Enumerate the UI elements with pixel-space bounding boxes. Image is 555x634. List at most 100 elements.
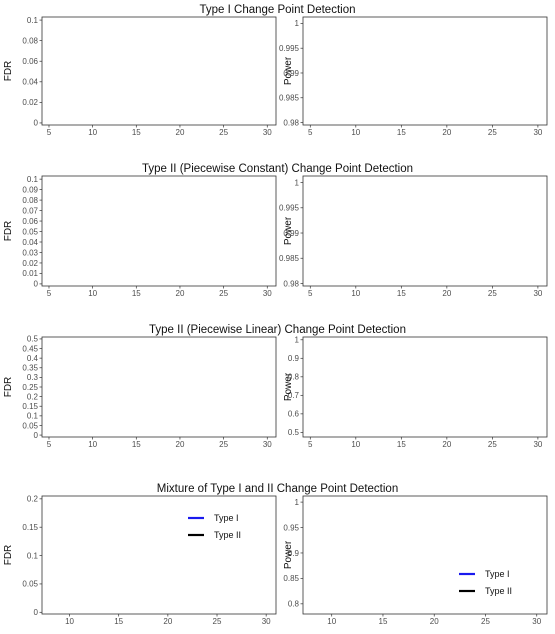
legend-label: Type II	[485, 586, 512, 596]
y-tick-label: 0.8	[288, 600, 300, 609]
panel-power: 5 10 15 20 25 30 0.98 0.985 0.99 0.995 1 Power	[279, 16, 548, 137]
y-axis-title: FDR	[3, 545, 14, 566]
y-tick-label: 0.85	[283, 574, 299, 583]
x-tick-label: 10	[351, 289, 360, 298]
y-axis-title: FDR	[3, 61, 14, 82]
panel-fdr: 5 10 15 20 25 30 0 0.010.02 0.030.04 0.050.06 0.07…	[3, 175, 277, 298]
x-tick-label: 15	[114, 617, 123, 626]
x-tick-label: 30	[263, 440, 272, 449]
x-tick-label: 15	[397, 289, 406, 298]
y-tick-label: 0.9	[288, 354, 300, 363]
x-tick-label: 30	[533, 440, 542, 449]
legend-label: Type I	[214, 513, 239, 523]
y-axis-title: FDR	[3, 221, 14, 242]
y-tick-label: 0.07	[22, 206, 38, 215]
panel-border	[302, 16, 548, 126]
y-tick-label: 0.25	[22, 383, 38, 392]
panel-power: 5 10 15 20 25 30 0.5 0.6 0.7 0.8 0.9 1 Power	[283, 336, 548, 449]
x-tick-label: 30	[533, 289, 542, 298]
row-title: Type II (Piecewise Constant) Change Poin…	[142, 163, 413, 175]
y-tick-label: 0.04	[22, 238, 38, 247]
y-tick-label: 0.06	[22, 57, 38, 66]
y-tick-label: 0.5	[288, 428, 300, 437]
y-tick-label: 0.995	[279, 204, 300, 213]
x-tick-label: 15	[132, 440, 141, 449]
row-title: Mixture of Type I and II Change Point De…	[157, 483, 398, 495]
x-tick-label: 10	[351, 128, 360, 137]
x-tick-label: 5	[47, 440, 52, 449]
y-tick-label: 1	[295, 178, 300, 187]
y-axis-title: Power	[283, 56, 294, 85]
y-axis-title: Power	[283, 372, 294, 401]
x-tick-label: 20	[442, 128, 451, 137]
y-tick-label: 0.08	[22, 36, 38, 45]
y-tick-label: 0.15	[22, 402, 38, 411]
y-tick-label: 0.2	[27, 392, 39, 401]
x-tick-label: 10	[327, 617, 336, 626]
panel-power: 5 10 15 20 25 30 0.98 0.985 0.99 0.995 1 Power	[279, 175, 548, 298]
x-tick-label: 15	[397, 440, 406, 449]
panel-border	[41, 495, 277, 615]
x-tick-label: 30	[263, 289, 272, 298]
panel-fdr: 5 10 15 20 25 30 0 0.02 0.04 0.06 0.08 0.1 FDR	[3, 16, 277, 137]
y-tick-label: 0.995	[279, 44, 300, 53]
x-tick-label: 20	[430, 617, 439, 626]
y-tick-label: 0	[34, 280, 39, 289]
x-tick-label: 25	[219, 440, 228, 449]
legend-label: Type I	[485, 569, 510, 579]
x-tick-label: 25	[488, 128, 497, 137]
y-tick-label: 0.985	[279, 254, 300, 263]
x-tick-label: 25	[219, 128, 228, 137]
y-tick-label: 0.7	[288, 391, 300, 400]
x-tick-label: 20	[176, 128, 185, 137]
y-tick-label: 0.99	[283, 69, 299, 78]
y-tick-label: 0	[34, 431, 39, 440]
y-tick-label: 0.98	[283, 118, 299, 127]
y-axis-title: FDR	[3, 377, 14, 398]
y-tick-label: 1	[295, 336, 300, 345]
x-tick-label: 5	[308, 289, 313, 298]
y-tick-label: 0.98	[283, 279, 299, 288]
y-tick-label: 0.35	[22, 364, 38, 373]
y-tick-label: 0.1	[27, 16, 39, 25]
x-tick-label: 25	[219, 289, 228, 298]
x-tick-label: 25	[488, 440, 497, 449]
x-tick-label: 10	[351, 440, 360, 449]
legend-label: Type II	[214, 530, 241, 540]
y-tick-label: 0.08	[22, 196, 38, 205]
panel-border	[41, 175, 277, 287]
x-tick-label: 20	[176, 289, 185, 298]
y-tick-label: 0.1	[27, 412, 39, 421]
panel-border	[302, 336, 548, 438]
y-tick-label: 0	[34, 608, 39, 617]
x-tick-label: 30	[532, 617, 541, 626]
y-tick-label: 0.03	[22, 248, 38, 257]
y-tick-label: 0.985	[279, 94, 300, 103]
x-tick-label: 10	[88, 128, 97, 137]
y-axis-title: Power	[283, 540, 294, 569]
x-tick-label: 15	[132, 128, 141, 137]
y-tick-label: 1	[295, 19, 300, 28]
y-tick-label: 0.5	[27, 335, 39, 344]
y-tick-label: 0.1	[27, 175, 39, 184]
row-title: Type II (Piecewise Linear) Change Point …	[149, 324, 406, 336]
x-tick-label: 5	[308, 440, 313, 449]
y-tick-label: 0.4	[27, 354, 39, 363]
y-tick-label: 0.2	[27, 495, 39, 504]
y-tick-label: 0.06	[22, 217, 38, 226]
x-tick-label: 30	[263, 128, 272, 137]
y-tick-label: 0.3	[27, 373, 39, 382]
y-tick-label: 0	[34, 119, 39, 128]
y-tick-label: 0.1	[27, 551, 39, 560]
y-axis-title: Power	[283, 216, 294, 245]
y-tick-label: 0.05	[22, 227, 38, 236]
y-tick-label: 0.02	[22, 259, 38, 268]
x-tick-label: 25	[213, 617, 222, 626]
row-title: Type I Change Point Detection	[200, 4, 356, 16]
x-tick-label: 20	[442, 440, 451, 449]
x-tick-label: 25	[488, 289, 497, 298]
x-tick-label: 10	[88, 440, 97, 449]
x-tick-label: 20	[163, 617, 172, 626]
panel-power: 10 15 20 25 30 0.8 0.85 0.9 0.95 1 Power Type I Type…	[283, 495, 548, 626]
